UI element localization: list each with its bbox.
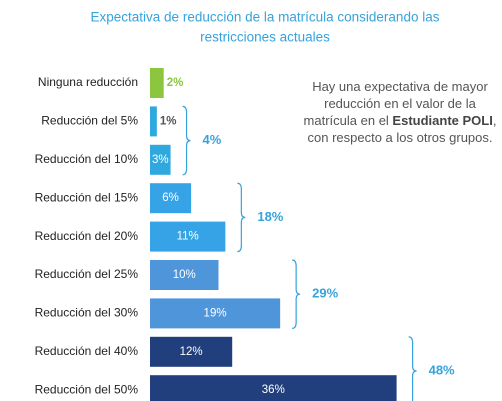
category-label: Reducción del 40% <box>35 344 139 358</box>
bar <box>150 68 164 98</box>
annotation-bold: Estudiante POLI <box>392 113 493 128</box>
group-label: 18% <box>257 209 283 224</box>
bar <box>150 183 192 214</box>
annotation-text: , con respecto a los otros grupos. <box>307 113 497 145</box>
group-bracket <box>408 336 417 401</box>
value-label: 11% <box>177 231 199 243</box>
bar <box>150 260 219 290</box>
value-label: 19% <box>204 307 227 319</box>
category-label: Reducción del 15% <box>35 190 139 204</box>
value-label: 3% <box>152 154 169 166</box>
chart-title: Expectativa de reducción de la matrícula… <box>91 10 440 25</box>
value-label: 12% <box>180 346 203 358</box>
bar <box>150 375 397 401</box>
value-label: 1% <box>160 115 177 127</box>
category-label: Reducción del 30% <box>35 306 139 320</box>
value-label: 6% <box>162 192 179 204</box>
category-label: Reducción del 25% <box>35 267 139 281</box>
group-label: 4% <box>203 132 222 147</box>
group-bracket <box>237 182 246 253</box>
annotation-text: Hay una expectativa de mayor reducción e… <box>303 79 488 128</box>
bar <box>150 106 157 137</box>
annotation: Hay una expectativa de mayor reducción e… <box>300 78 500 146</box>
bar <box>150 221 226 252</box>
value-label: 2% <box>167 77 184 89</box>
value-label: 36% <box>262 384 285 396</box>
category-label: Reducción del 20% <box>35 229 139 243</box>
bar <box>150 144 171 175</box>
group-label: 48% <box>429 362 455 377</box>
chart-title: restricciones actuales <box>200 30 330 45</box>
category-label: Reducción del 50% <box>35 382 139 396</box>
group-bracket <box>292 259 301 329</box>
bar <box>150 336 233 367</box>
bar <box>150 298 281 329</box>
category-label: Reducción del 5% <box>41 114 138 128</box>
group-bracket <box>182 105 191 176</box>
group-label: 29% <box>312 286 338 301</box>
value-label: 10% <box>173 269 196 281</box>
category-label: Ninguna reducción <box>38 75 138 89</box>
category-label: Reducción del 10% <box>35 152 139 166</box>
